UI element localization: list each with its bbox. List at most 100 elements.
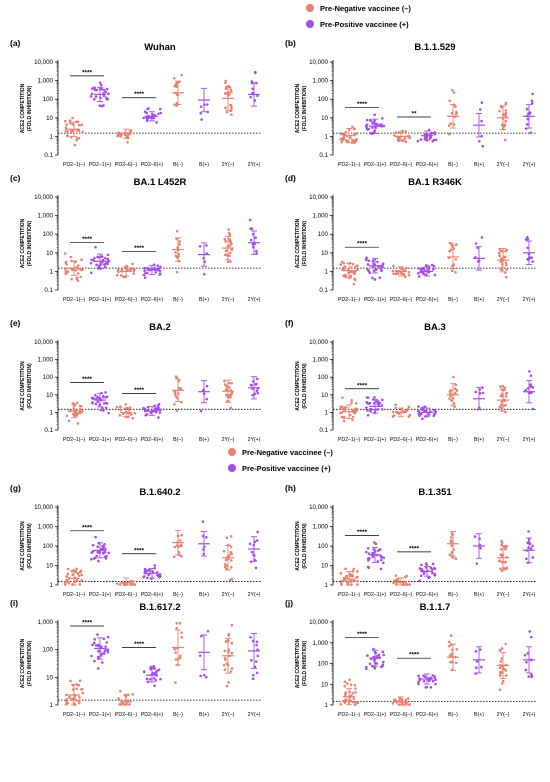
data-point bbox=[230, 623, 234, 627]
data-point bbox=[452, 375, 455, 379]
data-point bbox=[376, 260, 379, 264]
data-point bbox=[77, 701, 81, 705]
significance-label: **** bbox=[134, 547, 145, 554]
data-point bbox=[118, 583, 122, 586]
data-point bbox=[224, 249, 228, 252]
data-point bbox=[379, 567, 383, 571]
data-point bbox=[90, 258, 93, 262]
x-tick-label: B(–) bbox=[173, 712, 183, 718]
y-tick-label: 10 bbox=[321, 115, 328, 122]
data-point bbox=[500, 400, 504, 404]
y-tick-label: 10 bbox=[46, 563, 53, 570]
data-point bbox=[422, 572, 426, 576]
data-point bbox=[64, 129, 68, 133]
data-point bbox=[528, 542, 532, 546]
data-point bbox=[96, 255, 99, 259]
significance-label: **** bbox=[357, 529, 368, 536]
data-point bbox=[255, 671, 259, 675]
data-point bbox=[450, 269, 454, 273]
data-point bbox=[77, 123, 81, 127]
data-point bbox=[95, 554, 99, 558]
data-point bbox=[344, 273, 347, 277]
data-point bbox=[480, 101, 484, 104]
data-point bbox=[63, 252, 67, 255]
data-point bbox=[530, 635, 533, 639]
data-point bbox=[97, 559, 100, 563]
data-point bbox=[224, 79, 228, 83]
data-point bbox=[119, 274, 123, 277]
data-point bbox=[344, 567, 347, 571]
data-point bbox=[356, 583, 359, 586]
data-point bbox=[96, 643, 100, 647]
data-point bbox=[103, 256, 107, 260]
data-point bbox=[499, 260, 503, 263]
data-point bbox=[418, 579, 421, 582]
data-point bbox=[524, 668, 528, 672]
data-point bbox=[503, 386, 507, 390]
data-point bbox=[69, 255, 73, 259]
data-point bbox=[107, 551, 111, 555]
data-point bbox=[403, 137, 407, 140]
data-point bbox=[371, 552, 374, 555]
data-point bbox=[99, 408, 103, 412]
x-tick-label: PD2–1(+) bbox=[364, 592, 387, 598]
data-point bbox=[96, 667, 100, 670]
data-point bbox=[354, 139, 358, 143]
data-point bbox=[102, 104, 105, 107]
significance-label: **** bbox=[357, 631, 368, 638]
data-point bbox=[528, 370, 531, 373]
y-axis-label-2: (FOLD INHIBITION) bbox=[27, 221, 33, 267]
data-point bbox=[531, 556, 535, 559]
y-tick-label: 1,000 bbox=[313, 213, 329, 220]
data-point bbox=[229, 103, 233, 107]
x-tick-label: PD2–1(–) bbox=[63, 592, 85, 598]
y-tick-label: 10,000 bbox=[34, 339, 53, 346]
y-tick-label: 1 bbox=[325, 133, 329, 140]
data-point bbox=[433, 413, 436, 416]
data-point bbox=[366, 413, 370, 417]
data-point bbox=[372, 548, 376, 551]
data-point bbox=[431, 562, 435, 566]
data-point bbox=[434, 138, 438, 142]
x-tick-label: PD2–6(+) bbox=[141, 162, 164, 168]
data-point bbox=[230, 108, 233, 112]
data-point bbox=[65, 700, 68, 703]
data-point bbox=[133, 411, 137, 415]
significance-label: **** bbox=[409, 652, 420, 659]
data-point bbox=[75, 276, 79, 280]
data-point bbox=[92, 397, 95, 401]
data-point bbox=[199, 111, 203, 115]
y-tick-label: 100 bbox=[318, 374, 329, 381]
data-point bbox=[174, 681, 177, 684]
data-point bbox=[198, 654, 202, 657]
data-point bbox=[158, 272, 162, 276]
data-point bbox=[81, 691, 85, 695]
data-point bbox=[251, 677, 255, 681]
data-point bbox=[103, 555, 107, 559]
significance-label: **** bbox=[357, 241, 368, 248]
data-point bbox=[145, 413, 149, 416]
x-tick-label: PD2–1(+) bbox=[89, 297, 112, 303]
data-point bbox=[116, 270, 120, 274]
data-point bbox=[530, 102, 534, 105]
data-point bbox=[450, 242, 454, 246]
data-point bbox=[94, 402, 98, 406]
data-point bbox=[339, 132, 343, 136]
data-point bbox=[104, 96, 108, 100]
data-point bbox=[529, 673, 533, 676]
data-point bbox=[115, 582, 119, 585]
y-axis-label: ACE2 COMPETITION bbox=[20, 83, 26, 133]
data-point bbox=[91, 401, 94, 405]
data-point bbox=[353, 408, 357, 411]
data-point bbox=[346, 682, 349, 685]
data-point bbox=[101, 547, 105, 551]
data-point bbox=[344, 691, 348, 695]
data-point bbox=[423, 405, 427, 409]
data-point bbox=[158, 411, 162, 414]
x-tick-label: PD2–6(–) bbox=[390, 437, 412, 443]
data-point bbox=[368, 557, 371, 560]
data-point bbox=[504, 102, 508, 106]
data-point bbox=[126, 140, 129, 144]
data-point bbox=[105, 641, 109, 644]
